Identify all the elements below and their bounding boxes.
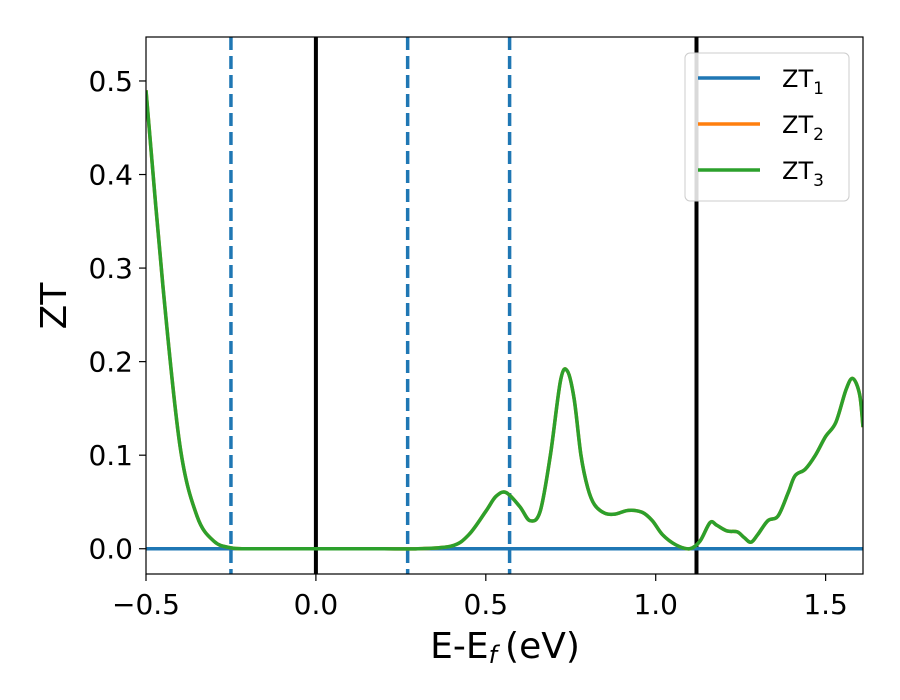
legend-label-zt2: ZT2 bbox=[782, 111, 824, 145]
legend-label-subscript: 1 bbox=[813, 79, 824, 99]
legend-label-main: ZT bbox=[782, 157, 813, 185]
x-axis-ticks: −0.5 0.0 0.5 1.0 1.5 bbox=[112, 574, 848, 621]
x-axis-label-main: E-E bbox=[430, 626, 488, 667]
x-tick-label: 1.5 bbox=[803, 588, 848, 621]
legend-label-main: ZT bbox=[782, 65, 813, 93]
x-tick-label: 1.0 bbox=[633, 588, 678, 621]
series-layer bbox=[146, 90, 863, 551]
legend-label-main: ZT bbox=[782, 111, 813, 139]
legend-label-subscript: 2 bbox=[813, 125, 824, 145]
x-tick-label: −0.5 bbox=[112, 588, 180, 621]
x-tick-label: 0.5 bbox=[464, 588, 509, 621]
y-tick-label: 0.1 bbox=[88, 439, 133, 472]
series-line-zt3 bbox=[146, 90, 863, 551]
x-axis-label-unit: (eV) bbox=[505, 626, 580, 667]
y-tick-label: 0.0 bbox=[88, 533, 133, 566]
y-tick-label: 0.4 bbox=[88, 159, 133, 192]
legend-label-zt3: ZT3 bbox=[782, 157, 824, 191]
plot-frame bbox=[145, 36, 864, 575]
legend-label-subscript: 3 bbox=[813, 171, 824, 191]
legend-box bbox=[684, 52, 850, 202]
y-tick-label: 0.3 bbox=[88, 252, 133, 285]
x-tick-label: 0.0 bbox=[294, 588, 339, 621]
x-axis-label-subscript: f bbox=[489, 641, 501, 669]
y-tick-label: 0.2 bbox=[88, 346, 133, 379]
legend-label-zt1: ZT1 bbox=[782, 65, 824, 99]
y-axis-label: ZT bbox=[34, 282, 75, 330]
x-axis-label: E-Ef (eV) bbox=[430, 626, 580, 669]
y-axis-ticks: 0.0 0.1 0.2 0.3 0.4 0.5 bbox=[88, 65, 146, 566]
y-tick-label: 0.5 bbox=[88, 65, 133, 98]
